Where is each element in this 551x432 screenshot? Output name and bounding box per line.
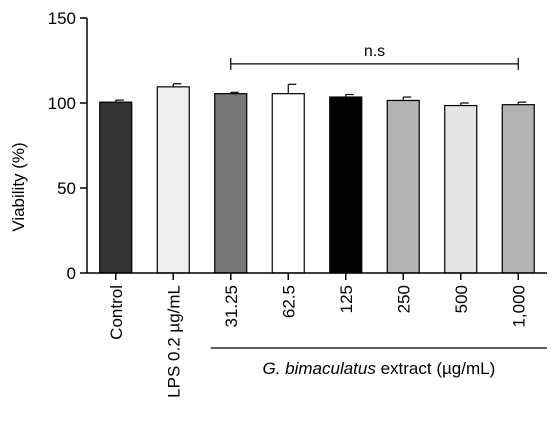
bar-5 [386, 99, 420, 274]
x-group-label: G. bimaculatus extract (µg/mL) [262, 359, 495, 378]
y-tick-label: 100 [48, 94, 76, 113]
bar-6 [444, 104, 478, 274]
group-label-italic: G. bimaculatus [262, 359, 376, 378]
bar-4 [329, 96, 363, 274]
y-axis-ticks: 0 50 100 150 [48, 9, 87, 283]
y-tick-label: 150 [48, 9, 76, 28]
bar-7 [501, 104, 535, 274]
bar-1 [156, 86, 190, 274]
bar-3 [271, 93, 305, 274]
y-tick-label: 0 [67, 264, 76, 283]
y-axis-label: Viability (%) [9, 142, 28, 231]
x-tick-label: 500 [452, 285, 471, 313]
significance-label: n.s [364, 43, 385, 60]
bar-0 [99, 101, 133, 274]
y-tick-label: 50 [57, 179, 76, 198]
x-axis-tick-labels: Control LPS 0.2 µg/mL 31.25 62.5 125 250 500 1,… [107, 273, 528, 398]
x-tick-label: LPS 0.2 µg/mL [164, 285, 183, 398]
significance-bracket: n.s [230, 43, 519, 70]
group-label-rest: extract (µg/mL) [376, 359, 495, 378]
x-tick-label: 62.5 [279, 285, 298, 318]
x-tick-label: 1,000 [509, 285, 528, 328]
x-tick-label: Control [107, 285, 126, 340]
error-bars [115, 83, 527, 106]
bar-2 [214, 93, 248, 274]
bars [99, 86, 535, 274]
x-tick-label: 31.25 [222, 285, 241, 328]
x-tick-label: 125 [337, 285, 356, 313]
x-tick-label: 250 [394, 285, 413, 313]
